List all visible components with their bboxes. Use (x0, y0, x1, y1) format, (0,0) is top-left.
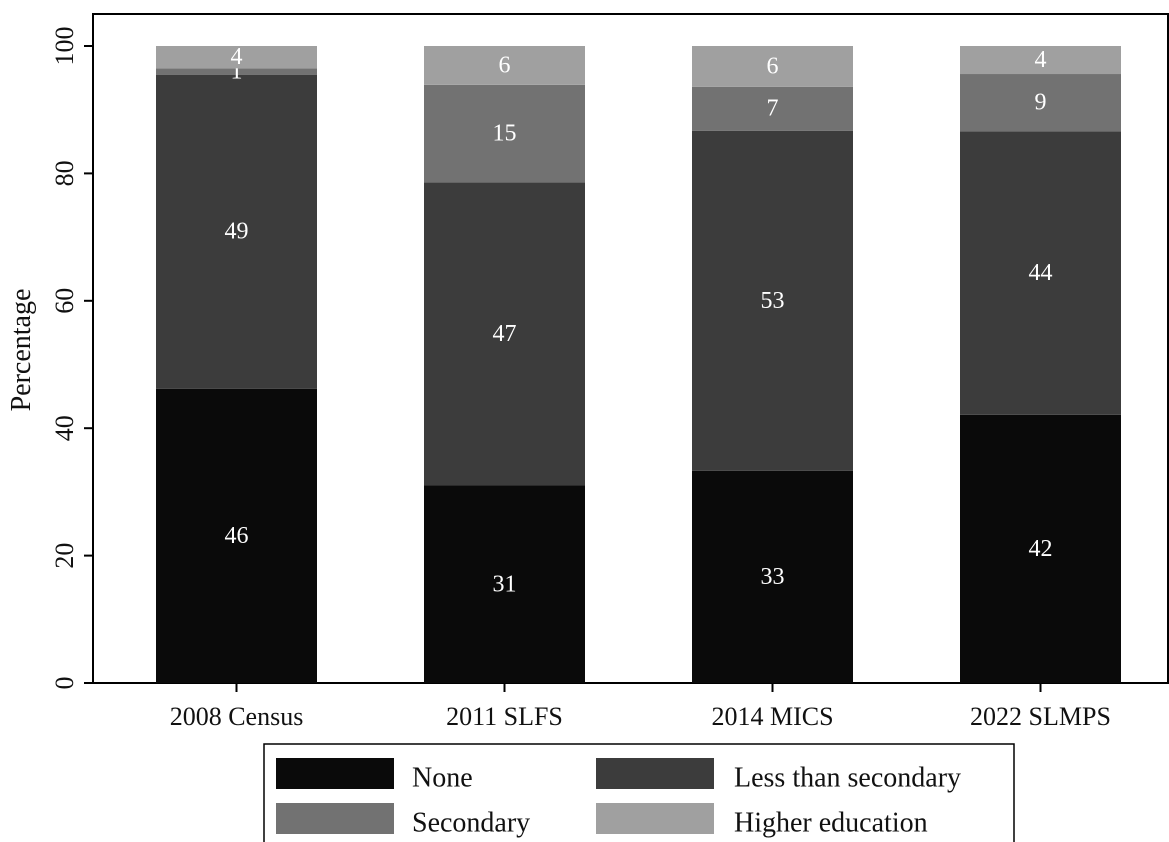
x-tick-label: 2022 SLMPS (970, 702, 1111, 731)
bar-stack: 33 53 7 6 (692, 46, 853, 683)
legend-label: Less than secondary (734, 763, 961, 794)
bar-segment (156, 74, 317, 389)
y-tick-label: 100 (50, 27, 79, 66)
bar-value-label: 49 (225, 219, 249, 245)
y-tick-label: 40 (50, 415, 79, 441)
y-tick-label: 80 (50, 160, 79, 186)
bar-value-label: 4 (1035, 47, 1047, 73)
bar-value-label: 46 (225, 523, 249, 549)
bar-value-label: 7 (767, 96, 779, 122)
bar-segment (960, 74, 1121, 132)
plot-frame (92, 13, 1169, 684)
bar-value-label: 15 (493, 121, 517, 147)
bar-segment (960, 46, 1121, 75)
bar-value-label: 4 (231, 44, 243, 70)
x-tick-label: 2014 MICS (711, 702, 833, 731)
bar-segment (692, 130, 853, 471)
x-tick-label: 2008 Census (170, 702, 304, 731)
bar-segment (156, 68, 317, 75)
bar-segment (424, 485, 585, 683)
bar-segment (424, 182, 585, 486)
bar-value-label: 42 (1029, 536, 1053, 562)
bar-value-label: 9 (1035, 90, 1047, 116)
legend: None Less than secondary Secondary Higher e… (263, 743, 1015, 842)
bar-segment (692, 470, 853, 683)
legend-swatch (596, 803, 714, 834)
bar-value-label: 31 (493, 571, 517, 597)
legend-swatch (276, 803, 394, 834)
legend-swatch (596, 758, 714, 789)
bar-value-label: 33 (761, 564, 785, 590)
bar-value-label: 6 (767, 53, 779, 79)
bar-segment (424, 46, 585, 85)
bar-stack: 31 47 15 6 (424, 46, 585, 683)
bar-segment (156, 388, 317, 683)
bar-stack: 42 44 9 4 (960, 46, 1121, 683)
bar-segment (692, 46, 853, 87)
bar-segment (424, 84, 585, 183)
x-tick-label: 2011 SLFS (446, 702, 563, 731)
legend-label: None (412, 763, 473, 794)
legend-label: Higher education (734, 808, 928, 839)
bar-value-label: 53 (761, 288, 785, 314)
bar-segment (156, 46, 317, 69)
bar-value-label: 47 (493, 321, 517, 347)
y-tick-label: 60 (50, 288, 79, 314)
y-tick-label: 0 (50, 677, 79, 690)
legend-label: Secondary (412, 808, 530, 839)
bar-segment (960, 131, 1121, 415)
y-axis-title: Percentage (6, 289, 37, 412)
bar-segment (960, 414, 1121, 683)
bar-value-label: 6 (499, 52, 511, 78)
bar-segment (692, 86, 853, 131)
y-axis: 0 20 40 60 80 100 (50, 27, 93, 690)
y-tick-label: 20 (50, 543, 79, 569)
bar-value-label: 44 (1029, 260, 1053, 286)
x-axis: 2008 Census 2011 SLFS 2014 MICS 2022 SLMPS (170, 683, 1111, 731)
legend-swatch (276, 758, 394, 789)
